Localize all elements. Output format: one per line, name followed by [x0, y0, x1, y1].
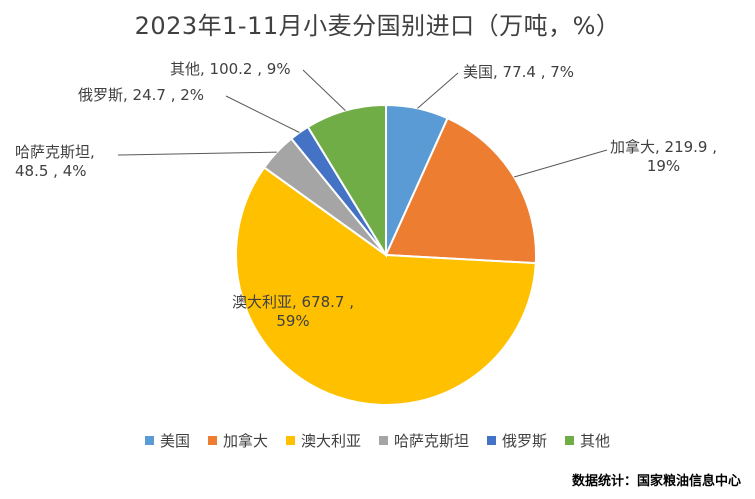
legend-swatch-russia	[487, 436, 497, 445]
leader-line-usa	[417, 72, 459, 109]
data-label-usa: 美国, 77.4 , 7%	[463, 63, 575, 81]
legend-item-kazakhstan: 哈萨克斯坦	[379, 430, 469, 451]
source-note: 数据统计：国家粮油信息中心	[571, 474, 741, 489]
legend-label-kazakhstan: 哈萨克斯坦	[394, 432, 470, 450]
legend-item-usa: 美国	[144, 430, 190, 451]
legend-swatch-usa	[144, 436, 154, 445]
leader-line-other	[302, 69, 346, 111]
legend-swatch-canada	[207, 436, 217, 445]
pie-slice-other	[306, 103, 387, 259]
pie-slices	[235, 103, 537, 406]
legend-label-australia: 澳大利亚	[300, 432, 361, 450]
leader-line-canada	[514, 149, 608, 178]
legend-swatch-other	[565, 436, 575, 445]
pie-slice-australia	[235, 166, 537, 406]
data-label-russia: 俄罗斯, 24.7 , 2%	[78, 86, 205, 104]
data-label-canada: 加拿大, 219.9 , 19%	[610, 138, 718, 175]
legend-label-russia: 俄罗斯	[502, 432, 548, 450]
pie-slice-canada	[384, 116, 537, 265]
chart-title: 2023年1-11月小麦分国别进口（万吨，%）	[134, 12, 621, 40]
legend-item-canada: 加拿大	[207, 430, 268, 451]
legend-swatch-australia	[285, 436, 295, 445]
data-label-australia: 澳大利亚, 678.7 , 59%	[232, 293, 355, 330]
chart-legend: 美国 加拿大 澳大利亚 哈萨克斯坦 俄罗斯 其他	[0, 430, 755, 451]
leader-line-kazakhstan	[117, 151, 277, 156]
legend-label-usa: 美国	[159, 432, 190, 450]
data-label-kazakhstan: 哈萨克斯坦, 48.5 , 4%	[15, 143, 95, 180]
legend-item-australia: 澳大利亚	[285, 430, 361, 451]
legend-item-other: 其他	[565, 430, 610, 451]
leader-lines	[117, 69, 608, 178]
leader-line-russia	[225, 95, 300, 133]
data-label-other: 其他, 100.2 , 9%	[170, 60, 291, 78]
legend-label-other: 其他	[580, 432, 611, 450]
legend-label-canada: 加拿大	[222, 432, 268, 450]
legend-item-russia: 俄罗斯	[487, 430, 547, 451]
legend-swatch-kazakhstan	[379, 436, 388, 445]
